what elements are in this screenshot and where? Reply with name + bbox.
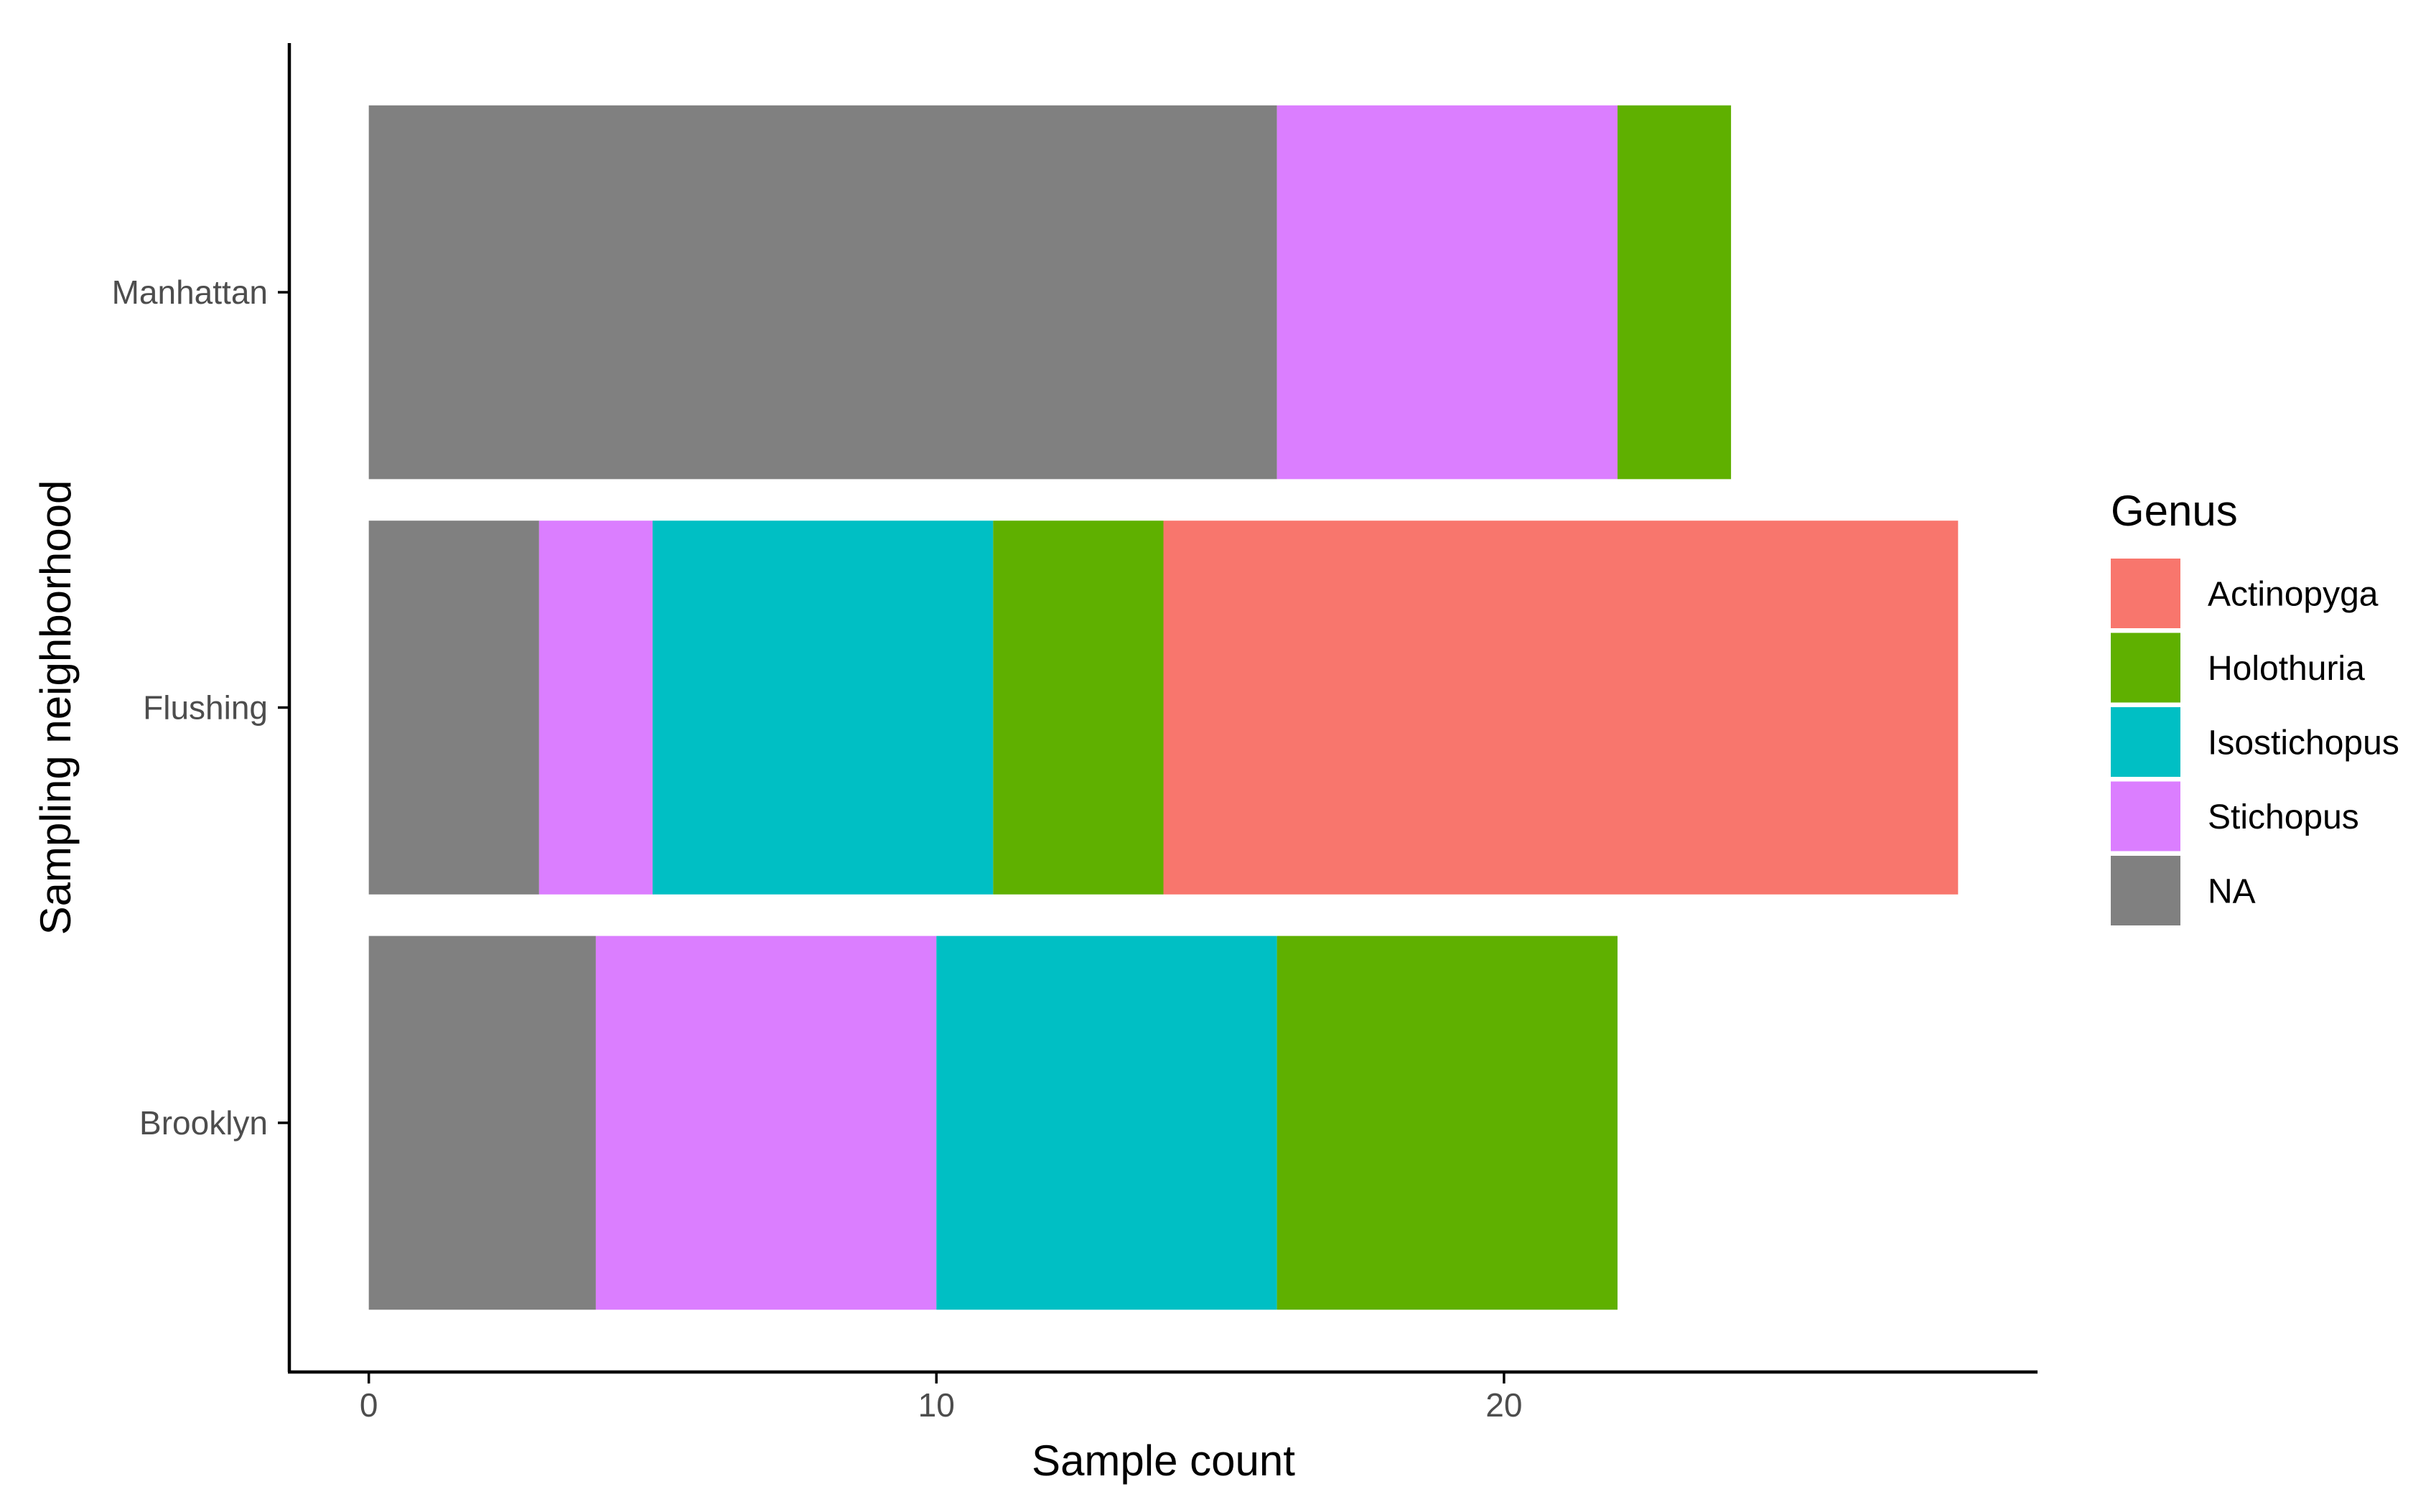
x-tick-label-20: 20: [1485, 1386, 1522, 1424]
y-tick-label-brooklyn: Brooklyn: [139, 1104, 268, 1142]
bar-manhattan-holothuria: [1617, 105, 1732, 480]
bar-flushing-holothuria: [993, 521, 1164, 895]
x-tick-label-10: 10: [918, 1386, 955, 1424]
x-axis-title: Sample count: [1032, 1437, 1295, 1485]
bar-flushing-actinopyga: [1163, 521, 1959, 895]
legend-label-na: NA: [2208, 873, 2256, 911]
legend-key-isostichopus: [2111, 707, 2180, 777]
bar-flushing-na: [368, 521, 539, 895]
bar-brooklyn-isostichopus: [936, 935, 1277, 1310]
legend-key-stichopus: [2111, 781, 2180, 851]
axes-layer: [278, 43, 2038, 1383]
bars-layer: [368, 105, 1959, 1310]
bar-flushing-stichopus: [538, 521, 653, 895]
legend-title: Genus: [2111, 487, 2238, 535]
bar-brooklyn-holothuria: [1277, 935, 1618, 1310]
legend: Genus Actinopyga Holothuria Isostichopus Sti…: [2111, 487, 2399, 925]
bar-manhattan-na: [368, 105, 1277, 480]
bar-flushing-isostichopus: [652, 521, 994, 895]
y-tick-label-manhattan: Manhattan: [112, 274, 268, 311]
legend-key-holothuria: [2111, 633, 2180, 703]
y-tick-label-flushing: Flushing: [143, 689, 268, 727]
legend-label-isostichopus: Isostichopus: [2208, 724, 2399, 762]
legend-label-actinopyga: Actinopyga: [2208, 576, 2379, 614]
legend-key-na: [2111, 856, 2180, 925]
y-axis-title: Sampling neighborhood: [32, 480, 80, 935]
legend-key-actinopyga: [2111, 559, 2180, 628]
legend-label-stichopus: Stichopus: [2208, 798, 2359, 836]
bar-brooklyn-stichopus: [595, 935, 937, 1310]
labels-layer: 0 10 20 Brooklyn Flushing Manhattan Sample cou…: [32, 274, 1522, 1485]
bar-brooklyn-na: [368, 935, 596, 1310]
bar-manhattan-stichopus: [1277, 105, 1618, 480]
legend-label-holothuria: Holothuria: [2208, 650, 2365, 688]
x-tick-label-0: 0: [360, 1386, 378, 1424]
